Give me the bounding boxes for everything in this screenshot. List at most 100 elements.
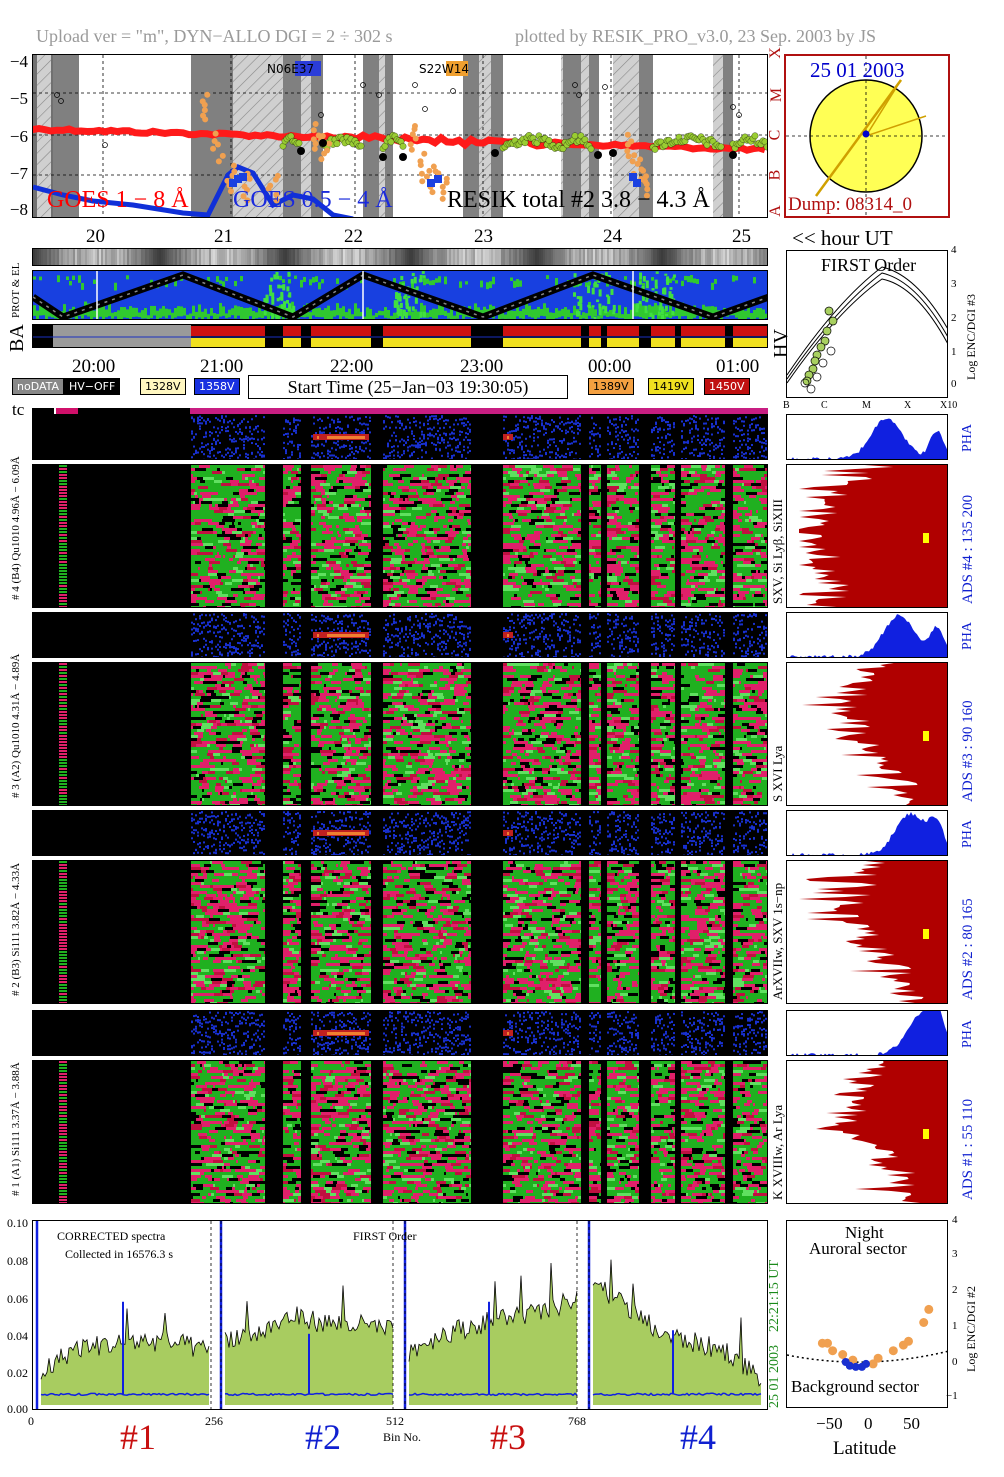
spec-xtick: 512 <box>386 1414 404 1429</box>
resik-point <box>423 173 430 180</box>
pha-label: PHA <box>960 1020 976 1048</box>
pha-label: PHA <box>960 622 976 650</box>
latitude-point <box>823 1338 832 1348</box>
time-tick: 22:00 <box>330 356 373 378</box>
region-box-1: N06E37 <box>267 62 314 76</box>
resik-point <box>387 138 395 146</box>
pha-label: PHA <box>960 424 976 452</box>
spec-xtick: 768 <box>568 1414 586 1429</box>
spec-ytick: 0.04 <box>7 1329 28 1344</box>
first-order-point <box>810 356 820 366</box>
lat-ytick: 1 <box>952 1320 958 1332</box>
resik-point <box>443 179 450 186</box>
channel-label: # 2 (B3) Si111 3.82Å − 4.33Å <box>10 863 22 996</box>
hour-tick: 23 <box>474 226 493 248</box>
lat-xtick: 50 <box>903 1414 920 1434</box>
resik-point <box>230 162 237 169</box>
lat-night: Night <box>845 1223 884 1243</box>
gray-band <box>53 55 79 217</box>
resik-point <box>240 193 247 200</box>
resik-point <box>751 132 759 140</box>
spectral-line-label: K XVIIIw, Ar Lya <box>770 1105 786 1200</box>
spectrum-chart <box>35 1221 762 1409</box>
lat-ytick: −1 <box>946 1390 958 1402</box>
spec-first-order: FIRST Order <box>353 1229 416 1244</box>
resik-point <box>736 112 742 118</box>
sun-date: 25 01 2003 <box>810 58 905 83</box>
resik-point <box>318 156 325 163</box>
resik-point <box>229 179 237 187</box>
legend-1358v: 1358V <box>194 378 240 395</box>
resik-point <box>651 146 659 153</box>
spectrum-line <box>40 1308 210 1380</box>
resik-point <box>215 158 222 165</box>
first-order-point <box>802 376 812 386</box>
section-label: #1 <box>120 1416 156 1458</box>
spec-ytick: 0.10 <box>7 1216 28 1231</box>
resik-point <box>426 167 433 174</box>
resik-point <box>629 173 637 181</box>
resik-label: RESIK total #2 3.8 − 4.3 Å <box>447 187 710 214</box>
latitude-point <box>838 1350 848 1359</box>
resik-point <box>239 173 247 181</box>
latitude-chart <box>787 1304 947 1371</box>
resik-point <box>435 170 442 177</box>
section-label: #4 <box>680 1416 716 1458</box>
latitude-point <box>845 1361 854 1370</box>
hv-strip <box>32 324 768 348</box>
spectrum-line <box>408 1262 578 1362</box>
resik-point <box>333 140 341 148</box>
spec-xlabel: Bin No. <box>383 1430 421 1445</box>
pha-heatmap <box>32 414 768 460</box>
fo-ytick: 4 <box>951 244 957 256</box>
resik-point <box>634 160 641 167</box>
resik-point <box>399 153 407 161</box>
resik-point <box>491 149 499 157</box>
gray-band <box>589 55 599 217</box>
hour-tick: 25 <box>732 226 751 248</box>
time-tick: 01:00 <box>716 356 759 378</box>
fo-ytick: 3 <box>951 278 957 290</box>
tc-label: tc <box>12 400 24 420</box>
prot-el-panel <box>32 270 768 320</box>
spectrum-panel: CORRECTED spectra Collected in 16576.3 s… <box>32 1220 768 1410</box>
spectrogram <box>32 464 768 608</box>
resik-point <box>201 101 208 108</box>
time-tick: 20:00 <box>72 356 115 378</box>
spectrum-area <box>41 1308 209 1405</box>
resik-point <box>421 150 428 157</box>
pha-heatmap <box>32 810 768 856</box>
time-tick: 21:00 <box>200 356 243 378</box>
resik-point <box>311 145 318 152</box>
tc-strip <box>32 404 768 417</box>
resik-point <box>310 127 317 134</box>
spec-xtick: 0 <box>28 1414 34 1429</box>
hour-tick: 24 <box>603 226 622 248</box>
header-right: plotted by RESIK_PRO_v3.0, 23 Sep. 2003 … <box>515 26 876 47</box>
sun-diagram <box>786 56 948 216</box>
resik-point <box>210 145 217 152</box>
fo-ytick: 2 <box>951 312 957 324</box>
spec-ytick: 0.06 <box>7 1292 28 1307</box>
resik-point <box>360 82 366 88</box>
resik-point <box>624 131 631 138</box>
hour-tick: 21 <box>214 226 233 248</box>
hour-ut-label: << hour UT <box>792 226 893 251</box>
latitude-point <box>873 1353 883 1363</box>
resik-point <box>265 185 272 192</box>
resik-point <box>376 92 382 98</box>
resik-point <box>201 107 208 114</box>
resik-point <box>295 139 303 147</box>
spectrogram <box>32 860 768 1004</box>
pha-histogram <box>786 612 948 658</box>
first-order-point <box>818 358 828 368</box>
first-order-chart <box>787 266 947 394</box>
goes-yaxis: −4 −5 −6 −7 −8 <box>0 52 32 219</box>
first-order-point <box>824 306 834 316</box>
spec-date: 25 01 2003 <box>767 1345 783 1408</box>
lat-ytick: 4 <box>952 1214 958 1226</box>
spectrum-baseline <box>40 1392 210 1397</box>
time-tick: 23:00 <box>460 356 503 378</box>
first-order-point <box>808 364 818 374</box>
latitude-point <box>888 1346 898 1356</box>
